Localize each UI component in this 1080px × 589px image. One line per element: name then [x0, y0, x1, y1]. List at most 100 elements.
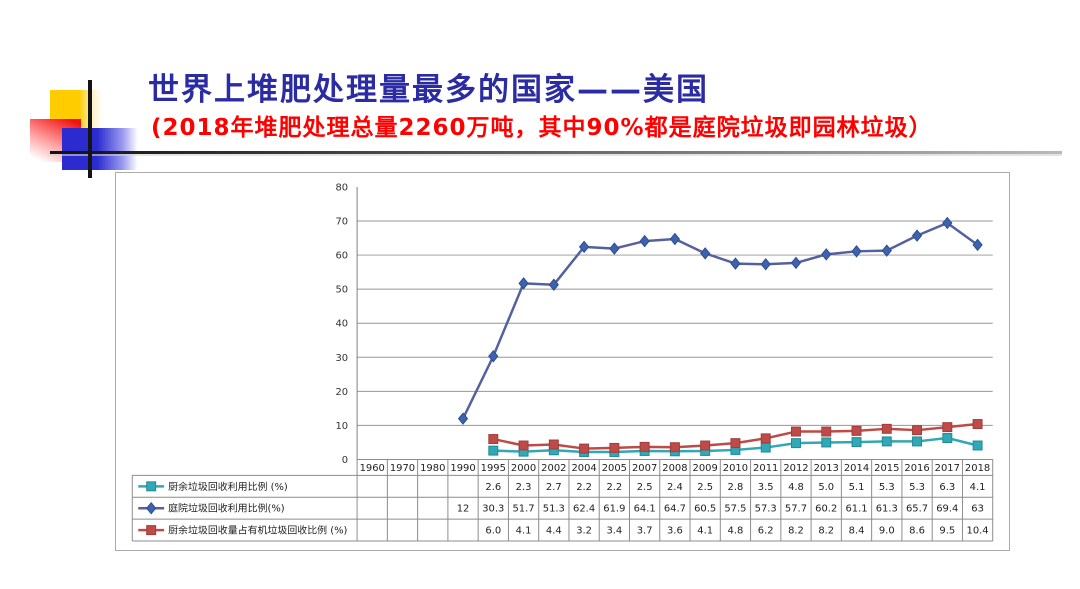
data-point-diamond [146, 501, 157, 515]
legend-label: 厨余垃圾回收利用比例 (%) [168, 480, 288, 493]
table-value: 57.3 [755, 504, 777, 515]
table-value: 61.9 [603, 504, 625, 515]
data-point-square [639, 441, 650, 452]
table-value: 3.6 [667, 526, 683, 537]
data-point-square [609, 442, 620, 453]
table-value: 2.3 [516, 482, 532, 493]
table-value: 5.1 [849, 482, 865, 493]
table-value: 3.7 [637, 526, 653, 537]
data-point-square [669, 442, 680, 453]
ornament-blue-square [62, 128, 140, 170]
y-tick-label: 80 [335, 182, 348, 193]
table-value: 5.3 [909, 482, 925, 493]
y-tick-label: 30 [335, 353, 348, 364]
legend-label: 厨余垃圾回收量占有机垃圾回收比例 (%) [168, 524, 347, 537]
series-1 [457, 216, 983, 425]
table-value: 65.7 [906, 504, 928, 515]
data-point-diamond [488, 349, 499, 363]
data-point-diamond [639, 234, 650, 248]
table-value: 5.0 [818, 482, 834, 493]
table-value: 57.7 [785, 504, 807, 515]
year-label: 2007 [632, 463, 657, 474]
year-label: 2012 [783, 463, 808, 474]
data-point-diamond [609, 242, 620, 255]
data-point-square [146, 525, 157, 536]
data-point-square [488, 445, 499, 456]
table-value: 9.0 [879, 526, 895, 537]
data-point-square [821, 426, 832, 437]
year-label: 1995 [481, 463, 506, 474]
year-header-row: 1960 1970 1980 1990 1995 2000 2002 2004 2005 2007… [360, 463, 991, 474]
data-point-diamond [790, 256, 802, 270]
table-value: 6.0 [485, 526, 501, 537]
data-point-square [548, 439, 559, 450]
table-value: 12 [457, 504, 470, 515]
table-value: 10.4 [967, 526, 989, 537]
header-divider-line [50, 151, 1062, 154]
table-value: 6.3 [939, 482, 955, 493]
data-point-diamond [518, 277, 529, 290]
year-label: 2013 [814, 463, 839, 474]
data-point-square [821, 437, 832, 448]
data-point-square [730, 438, 741, 449]
year-label: 2014 [844, 463, 869, 474]
legend-key: 厨余垃圾回收利用比例 (%) [138, 480, 288, 493]
table-value: 2.5 [697, 482, 713, 493]
y-tick-label: 0 [342, 455, 348, 466]
data-point-square [972, 419, 983, 430]
table-value: 2.7 [546, 482, 562, 493]
legend-key: 厨余垃圾回收量占有机垃圾回收比例 (%) [138, 524, 348, 537]
table-value: 5.3 [879, 482, 895, 493]
year-label: 2000 [511, 463, 536, 474]
data-point-square [579, 443, 590, 454]
table-value: 2.4 [667, 482, 683, 493]
series-value-row: 6.0 4.1 4.4 3.2 3.4 3.7 3.6 4.1 4.8 6.2 8.2 8.2 8.4 9… [485, 526, 988, 537]
table-value: 2.8 [728, 482, 744, 493]
table-value: 4.1 [697, 526, 713, 537]
table-value: 8.2 [818, 526, 834, 537]
data-point-diamond [457, 412, 469, 425]
table-value: 2.5 [637, 482, 653, 493]
gridlines [357, 220, 993, 426]
data-point-square [942, 433, 953, 443]
chart-container: 0 10 20 30 40 50 60 70 80 1960 1970 1980 1990 1995 200… [115, 172, 1010, 551]
data-point-diamond [548, 278, 559, 291]
table-value: 3.2 [576, 526, 592, 537]
data-point-diamond [700, 247, 711, 260]
line-chart-with-data-table: 0 10 20 30 40 50 60 70 80 1960 1970 1980 1990 1995 200… [131, 182, 994, 542]
table-value: 8.2 [788, 526, 804, 537]
ornament-vertical-line [88, 80, 92, 178]
year-label: 1970 [390, 463, 415, 474]
y-tick-label: 10 [335, 421, 348, 432]
data-point-square [881, 436, 892, 447]
data-point-diamond [942, 216, 953, 230]
table-value: 9.5 [939, 526, 955, 537]
data-point-square [972, 440, 983, 451]
data-point-square [488, 434, 499, 445]
table-value: 6.2 [758, 526, 774, 537]
slide-title: 世界上堆肥处理量最多的国家——美国 [148, 72, 709, 108]
y-tick-label: 60 [335, 251, 348, 262]
table-value: 2.6 [485, 482, 501, 493]
table-value: 2.2 [576, 482, 592, 493]
data-point-square [791, 438, 801, 449]
data-point-diamond [972, 238, 983, 252]
table-value: 3.5 [758, 482, 774, 493]
table-value: 4.4 [546, 526, 562, 537]
year-label: 2005 [602, 463, 627, 474]
year-label: 2015 [874, 463, 899, 474]
data-point-diamond [911, 229, 923, 242]
table-value: 30.3 [482, 504, 504, 515]
year-label: 2008 [662, 463, 687, 474]
data-point-diamond [851, 245, 862, 258]
year-label: 2004 [571, 463, 596, 474]
table-value: 4.8 [788, 482, 804, 493]
series-line [461, 221, 979, 420]
table-value: 8.4 [849, 526, 865, 537]
table-value: 63 [971, 504, 984, 515]
year-label: 1960 [360, 463, 385, 474]
data-point-diamond [881, 244, 892, 257]
data-point-square [881, 423, 892, 434]
table-value: 64.7 [664, 504, 686, 515]
